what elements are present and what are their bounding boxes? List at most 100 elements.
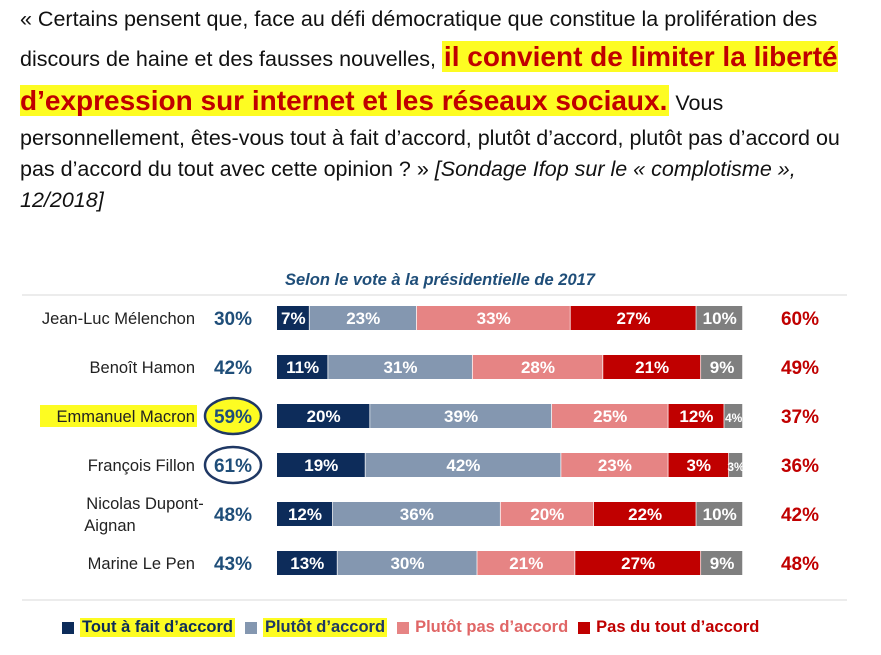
bar-segment bbox=[696, 502, 743, 526]
bar-segment bbox=[551, 404, 669, 428]
bar-segment bbox=[277, 551, 338, 575]
bar-label: 13% bbox=[290, 554, 324, 573]
bar-segment bbox=[337, 551, 478, 575]
legend-swatch bbox=[397, 621, 410, 634]
total-desaccord-value: 49% bbox=[781, 358, 819, 379]
bar-label: 10% bbox=[703, 505, 737, 524]
bar-label: 23% bbox=[346, 309, 380, 328]
category-label: François Fillon bbox=[88, 457, 195, 475]
bar-segment bbox=[668, 453, 730, 477]
legend-item: Plutôt d’accord bbox=[244, 618, 388, 637]
total-circle-fill bbox=[206, 399, 260, 433]
total-circle bbox=[203, 445, 263, 485]
total-desaccord-value: 42% bbox=[781, 505, 819, 526]
bar-label: 20% bbox=[307, 407, 341, 426]
intro-quote: « Certains pensent que, face au défi dém… bbox=[20, 7, 818, 71]
legend-swatch bbox=[578, 621, 591, 634]
bar-label: 28% bbox=[521, 358, 555, 377]
legend-label: Pas du tout d’accord bbox=[596, 618, 760, 636]
total-desaccord-value: 48% bbox=[781, 554, 819, 575]
bar-segment bbox=[500, 502, 594, 526]
bar-segment bbox=[332, 502, 501, 526]
total-desaccord-value: 60% bbox=[781, 309, 819, 330]
legend-item: Plutôt pas d’accord bbox=[397, 618, 568, 637]
bar-label: 39% bbox=[444, 407, 478, 426]
bar-label: 21% bbox=[509, 554, 543, 573]
total-accord-value: 43% bbox=[214, 554, 252, 575]
bar-label: 21% bbox=[635, 358, 669, 377]
total-desaccord-value: 37% bbox=[781, 407, 819, 428]
total-circle bbox=[203, 396, 263, 436]
bar-segment bbox=[701, 355, 743, 379]
total-accord-value: 59% bbox=[214, 407, 252, 428]
bar-segment bbox=[561, 453, 669, 477]
bar-label: 27% bbox=[616, 309, 650, 328]
chart-legend: Tout à fait d’accord Plutôt d’accord Plutô… bbox=[62, 618, 759, 637]
total-accord-value: 42% bbox=[214, 358, 252, 379]
bar-label: 31% bbox=[383, 358, 417, 377]
bar-segment bbox=[416, 306, 571, 330]
intro-text: « Certains pensent que, face au défi dém… bbox=[20, 4, 865, 216]
bar-label: 30% bbox=[390, 554, 424, 573]
intro-source: [Sondage Ifop sur le « complotisme », 12… bbox=[20, 157, 796, 212]
bar-label: 20% bbox=[530, 505, 564, 524]
category-label: Emmanuel Macron bbox=[57, 408, 195, 426]
bar-label: 12% bbox=[679, 407, 713, 426]
category-label: Aignan bbox=[84, 517, 135, 535]
bar-segment bbox=[696, 306, 743, 330]
legend-item: Tout à fait d’accord bbox=[62, 618, 235, 637]
bar-segment bbox=[309, 306, 417, 330]
bar-segment bbox=[472, 355, 604, 379]
bar-label: 3% bbox=[727, 460, 745, 474]
bar-segment bbox=[668, 404, 725, 428]
bar-segment bbox=[603, 355, 702, 379]
bar-segment bbox=[277, 453, 366, 477]
bar-segment bbox=[701, 551, 743, 575]
bar-segment bbox=[277, 306, 310, 330]
category-label: Benoît Hamon bbox=[90, 359, 195, 377]
category-label: Nicolas Dupont- bbox=[86, 495, 203, 513]
bar-label: 9% bbox=[710, 358, 735, 377]
bar-label: 4% bbox=[725, 411, 743, 425]
legend-label: Plutôt pas d’accord bbox=[415, 618, 569, 636]
legend-item: Pas du tout d’accord bbox=[578, 618, 759, 637]
total-accord-value: 30% bbox=[214, 309, 252, 330]
bar-label: 9% bbox=[710, 554, 735, 573]
bar-label: 7% bbox=[281, 309, 306, 328]
bar-label: 22% bbox=[628, 505, 662, 524]
bar-segment bbox=[277, 404, 371, 428]
bar-segment bbox=[328, 355, 473, 379]
bar-segment bbox=[277, 502, 333, 526]
stacked-bar-chart: Selon le vote à la présidentielle de 201… bbox=[22, 271, 847, 601]
bar-label: 10% bbox=[703, 309, 737, 328]
bar-label: 42% bbox=[446, 456, 480, 475]
bar-segment bbox=[370, 404, 552, 428]
bar-label: 19% bbox=[304, 456, 338, 475]
legend-label: Plutôt d’accord bbox=[262, 618, 388, 637]
bar-label: 27% bbox=[621, 554, 655, 573]
bar-label: 33% bbox=[477, 309, 511, 328]
total-desaccord-value: 36% bbox=[781, 456, 819, 477]
bar-label: 36% bbox=[400, 505, 434, 524]
bar-label: 12% bbox=[288, 505, 322, 524]
legend-swatch bbox=[244, 621, 257, 634]
bar-label: 3% bbox=[686, 456, 711, 475]
bar-segment bbox=[724, 404, 743, 428]
legend-swatch bbox=[62, 621, 74, 634]
bar-label: 23% bbox=[598, 456, 632, 475]
category-label: Marine Le Pen bbox=[88, 555, 195, 573]
category-label: Jean-Luc Mélenchon bbox=[42, 310, 195, 328]
chart-title: Selon le vote à la présidentielle de 201… bbox=[285, 271, 596, 289]
category-highlight bbox=[40, 405, 197, 427]
bar-segment bbox=[575, 551, 702, 575]
bar-label: 11% bbox=[286, 358, 319, 377]
legend-label: Tout à fait d’accord bbox=[80, 618, 235, 637]
bar-segment bbox=[477, 551, 576, 575]
total-accord-value: 61% bbox=[214, 456, 252, 477]
bar-segment bbox=[365, 453, 562, 477]
bar-segment bbox=[570, 306, 697, 330]
total-accord-value: 48% bbox=[214, 505, 252, 526]
bar-label: 25% bbox=[593, 407, 627, 426]
bar-segment bbox=[729, 453, 743, 477]
intro-question: Vous personnellement, êtes-vous tout à f… bbox=[20, 91, 840, 181]
